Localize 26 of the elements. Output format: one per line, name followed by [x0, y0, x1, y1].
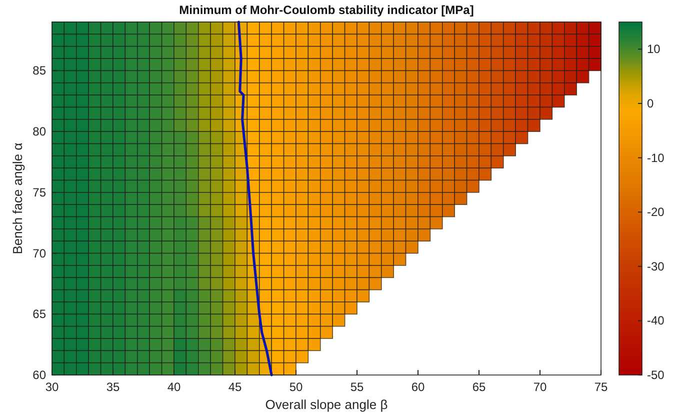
- x-tick-label: 30: [45, 380, 59, 394]
- x-axis-title: Overall slope angle β: [265, 397, 388, 412]
- x-tick-label: 35: [106, 380, 120, 394]
- color-bar-label: 10: [647, 42, 661, 56]
- color-bar-label: -40: [647, 314, 665, 328]
- color-bar-label: -20: [647, 205, 665, 220]
- x-tick-label: 55: [350, 380, 364, 394]
- color-bar-label: -10: [647, 150, 665, 165]
- y-axis-title: Bench face angle α: [10, 142, 25, 254]
- color-bar-label: 0: [647, 96, 654, 110]
- color-bar-label: -30: [647, 259, 665, 274]
- y-tick-label: 60: [32, 368, 46, 382]
- color-bar-label: -50: [647, 368, 665, 382]
- x-tick-label: 50: [289, 380, 303, 394]
- x-tick-label: 60: [411, 380, 425, 394]
- y-tick-label: 80: [32, 124, 46, 139]
- y-tick-label: 85: [32, 64, 46, 78]
- x-tick-label: 40: [167, 380, 181, 394]
- y-tick-label: 75: [32, 185, 46, 200]
- x-tick-label: 70: [533, 380, 547, 394]
- chart-title: Minimum of Mohr-Coulomb stability indicator [MPa]: [179, 3, 474, 17]
- x-tick-label: 65: [472, 380, 486, 394]
- x-tick-label: 75: [594, 380, 608, 394]
- x-tick-label: 45: [228, 380, 242, 394]
- y-tick-label: 65: [32, 307, 46, 322]
- y-tick-label: 70: [32, 246, 46, 260]
